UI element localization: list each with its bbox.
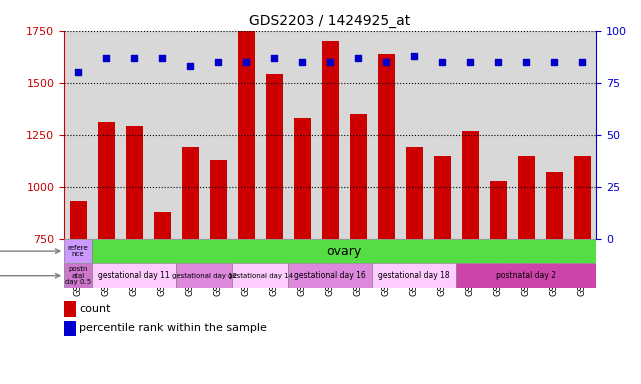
Text: count: count xyxy=(79,304,111,314)
Bar xyxy=(574,156,590,239)
Point xyxy=(353,55,363,61)
Point xyxy=(185,63,196,69)
Point xyxy=(325,59,335,65)
Bar xyxy=(70,201,87,239)
Bar xyxy=(176,263,232,288)
Bar xyxy=(181,147,199,239)
Text: gestational day 14: gestational day 14 xyxy=(228,273,293,279)
Point xyxy=(549,59,559,65)
Text: gestational day 11: gestational day 11 xyxy=(98,271,170,280)
Point xyxy=(213,59,223,65)
Point xyxy=(521,59,531,65)
Bar xyxy=(456,263,596,288)
Point xyxy=(437,59,447,65)
Point xyxy=(577,59,587,65)
Bar xyxy=(490,180,506,239)
Point xyxy=(241,59,251,65)
Bar xyxy=(64,263,92,288)
Text: gestational day 16: gestational day 16 xyxy=(294,271,366,280)
Bar xyxy=(350,114,367,239)
Point xyxy=(381,59,391,65)
Point xyxy=(297,59,307,65)
Point xyxy=(409,53,419,59)
Bar xyxy=(154,212,171,239)
Bar xyxy=(462,131,479,239)
Text: age: age xyxy=(0,271,60,281)
Point xyxy=(465,59,475,65)
Bar xyxy=(97,122,115,239)
Bar xyxy=(238,31,254,239)
Point xyxy=(493,59,503,65)
Bar xyxy=(126,126,142,239)
Point xyxy=(129,55,139,61)
Text: postn
atal
day 0.5: postn atal day 0.5 xyxy=(65,266,91,285)
Bar xyxy=(288,263,372,288)
Bar xyxy=(378,54,394,239)
Text: gestational day 12: gestational day 12 xyxy=(172,273,237,279)
Text: refere
nce: refere nce xyxy=(68,245,88,257)
Title: GDS2203 / 1424925_at: GDS2203 / 1424925_at xyxy=(249,14,411,28)
Text: ovary: ovary xyxy=(326,245,362,258)
Bar xyxy=(294,118,310,239)
Point xyxy=(157,55,167,61)
Bar xyxy=(434,156,451,239)
Point xyxy=(269,55,279,61)
Point xyxy=(101,55,112,61)
Bar xyxy=(266,74,283,239)
Bar xyxy=(372,263,456,288)
Bar xyxy=(322,41,338,239)
Bar xyxy=(406,147,422,239)
Text: gestational day 18: gestational day 18 xyxy=(378,271,450,280)
Text: percentile rank within the sample: percentile rank within the sample xyxy=(79,323,267,333)
Text: postnatal day 2: postnatal day 2 xyxy=(496,271,556,280)
Bar xyxy=(64,239,92,263)
Bar xyxy=(232,263,288,288)
Bar xyxy=(210,160,226,239)
Bar xyxy=(92,263,176,288)
Text: tissue: tissue xyxy=(0,246,60,256)
Bar xyxy=(518,156,535,239)
Point xyxy=(73,69,83,75)
Bar xyxy=(545,172,563,239)
